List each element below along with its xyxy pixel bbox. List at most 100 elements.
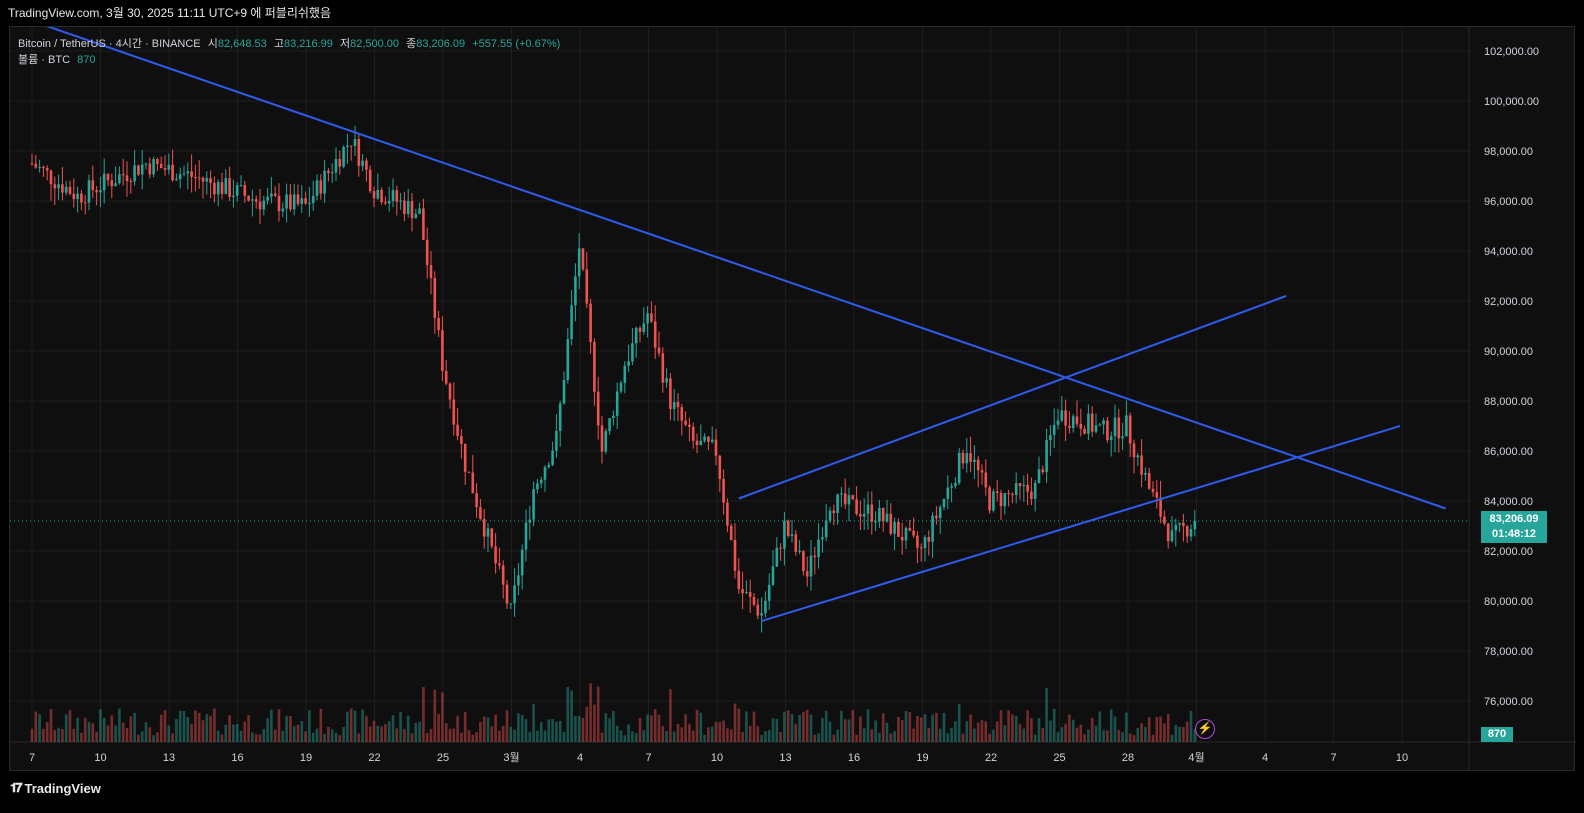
- volume-bar: [167, 725, 171, 742]
- candle-body: [961, 452, 965, 464]
- candle-body: [243, 185, 247, 196]
- volume-bar: [387, 721, 391, 742]
- price-tick-label: 102,000.00: [1484, 46, 1539, 58]
- candle-body: [422, 208, 425, 240]
- volume-bar: [182, 710, 186, 742]
- candle-body: [969, 453, 972, 462]
- candle-body: [368, 169, 372, 192]
- candle-body: [536, 483, 539, 490]
- candle-body: [403, 200, 406, 215]
- candle-body: [726, 502, 729, 526]
- volume-bar: [254, 734, 258, 742]
- candle-body: [144, 163, 148, 165]
- volume-bar: [961, 733, 965, 742]
- volume-bar: [813, 734, 817, 742]
- volume-bar: [399, 711, 402, 742]
- time-tick-label: 7: [645, 752, 651, 764]
- volume-bar: [631, 731, 634, 742]
- volume-bar: [213, 708, 216, 742]
- candle-body: [129, 180, 133, 182]
- tradingview-logo[interactable]: 𝟏𝟕 TradingView: [10, 780, 101, 796]
- volume-bar: [950, 727, 953, 742]
- candle-body: [878, 507, 881, 522]
- volume-bar: [102, 717, 106, 742]
- volume-bar: [87, 721, 91, 742]
- symbol-legend: Bitcoin / TetherUS · 4시간 · BINANCE 시82,6…: [18, 35, 560, 51]
- volume-bar: [129, 716, 133, 742]
- candle-body: [448, 383, 452, 400]
- volume-bar: [1075, 727, 1079, 742]
- volume-bar: [57, 727, 60, 742]
- candle-body: [418, 208, 421, 214]
- candle-body: [874, 521, 877, 523]
- volume-bar: [760, 735, 763, 742]
- last-price: 83,206.09: [1489, 513, 1539, 525]
- candle-body: [847, 495, 851, 505]
- volume-bar: [634, 733, 638, 742]
- brand-name: TradingView: [24, 780, 101, 796]
- volume-bar: [517, 713, 520, 742]
- lightning-icon[interactable]: ⚡: [1195, 719, 1215, 739]
- volume-bar: [490, 726, 494, 742]
- volume-bar: [1121, 732, 1124, 742]
- price-tick-label: 84,000.00: [1484, 496, 1533, 508]
- volume-bar: [817, 733, 820, 742]
- candle-body: [760, 613, 763, 616]
- volume-bar: [361, 709, 364, 742]
- volume-bar: [1102, 730, 1105, 742]
- volume-bar: [672, 731, 676, 742]
- candle-body: [604, 431, 608, 452]
- candle-body: [87, 180, 91, 203]
- candle-body: [232, 195, 235, 198]
- volume-bar: [315, 728, 319, 742]
- volume-bar: [1049, 720, 1052, 742]
- volume-label[interactable]: 볼륨 · BTC: [18, 54, 71, 66]
- candle-body: [1083, 428, 1086, 434]
- chart-pane[interactable]: 102,000.00 100,000.00 98,000.00 96,000.00 94…: [9, 26, 1576, 772]
- candle-body: [589, 303, 592, 343]
- volume-bar: [805, 710, 809, 742]
- candle-body: [387, 201, 391, 204]
- candle-body: [281, 208, 285, 212]
- volume-bar: [342, 727, 345, 742]
- candle-body: [737, 570, 741, 590]
- candle-body: [729, 525, 733, 540]
- candle-body: [904, 528, 908, 541]
- volume-bar: [403, 729, 406, 742]
- candle-body: [1144, 472, 1147, 475]
- candle-body: [68, 186, 72, 194]
- candle-body: [965, 453, 969, 464]
- volume-bar: [608, 718, 611, 742]
- change-value: +557.55 (+0.67%): [472, 38, 561, 50]
- volume-bar: [228, 715, 231, 742]
- candle-body: [756, 604, 760, 616]
- volume-bar: [292, 726, 296, 742]
- candle-body: [710, 439, 714, 442]
- candle-body: [327, 170, 330, 174]
- candle-body: [577, 248, 581, 277]
- volume-bar: [935, 712, 938, 742]
- candle-body: [197, 177, 201, 179]
- chart-canvas[interactable]: 102,000.00 100,000.00 98,000.00 96,000.00 94…: [10, 27, 1576, 772]
- candle-body: [524, 522, 528, 550]
- volume-bar: [1056, 732, 1060, 742]
- candle-body: [714, 439, 718, 456]
- candle-body: [475, 493, 478, 508]
- volume-bar: [266, 718, 269, 742]
- volume-bar: [501, 726, 505, 742]
- volume-bar: [1178, 726, 1181, 742]
- candle-body: [916, 535, 919, 548]
- time-tick-label: 4: [1262, 752, 1268, 764]
- volume-bar: [748, 725, 752, 742]
- candle-body: [612, 415, 615, 419]
- volume-bar: [1159, 716, 1162, 742]
- low-value: 82,500.00: [350, 38, 400, 50]
- volume-bar: [49, 709, 53, 742]
- volume-bar: [1037, 717, 1041, 742]
- volume-bar: [121, 722, 125, 742]
- volume-bar: [125, 728, 129, 742]
- candle-body: [334, 159, 338, 173]
- candle-body: [182, 173, 186, 175]
- symbol-title[interactable]: Bitcoin / TetherUS · 4시간 · BINANCE: [18, 38, 201, 50]
- volume-bar: [1109, 709, 1113, 742]
